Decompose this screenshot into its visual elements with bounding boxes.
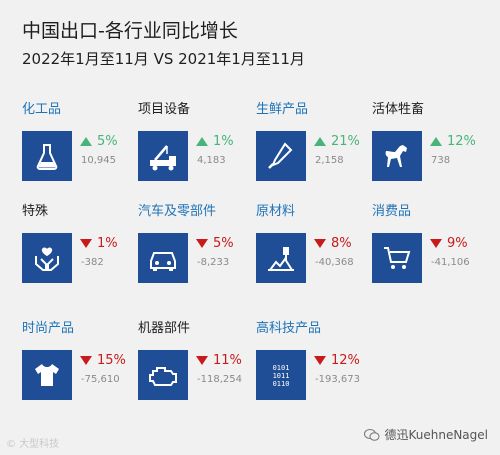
triangle-up-icon <box>430 136 442 146</box>
category-label: 原材料 <box>256 204 296 219</box>
category-icon-tile <box>256 233 306 283</box>
svg-text:0110: 0110 <box>273 380 290 388</box>
tshirt-icon <box>35 364 59 386</box>
change-percent: 12% <box>430 131 476 151</box>
category-label: 特殊 <box>22 204 49 219</box>
wechat-icon <box>364 428 380 441</box>
category-cell: 化工品 5% 10,945 <box>22 101 137 181</box>
change-absolute: -8,233 <box>197 257 230 268</box>
category-label: 时尚产品 <box>22 321 75 336</box>
category-label: 消费品 <box>372 204 412 219</box>
category-icon-tile <box>256 131 306 181</box>
triangle-down-icon <box>196 355 208 365</box>
triangle-down-icon <box>80 355 92 365</box>
change-percent-value: 1% <box>97 235 118 251</box>
category-cell: 机器部件 11% -118,254 <box>138 320 253 400</box>
triangle-up-icon <box>196 136 208 146</box>
category-cell: 汽车及零部件 5% -8,233 <box>138 203 253 283</box>
watermark-right-text: 德迅KuehneNagel <box>384 428 488 442</box>
engine-icon <box>149 367 177 386</box>
category-cell: 消费品 9% -41,106 <box>372 203 487 283</box>
category-cell: 活体牲畜 12% 738 <box>372 101 487 181</box>
change-absolute: -75,610 <box>81 374 120 385</box>
category-label: 项目设备 <box>138 102 191 117</box>
category-cell: 项目设备 1% 4,183 <box>138 101 253 181</box>
change-percent-value: 5% <box>213 235 234 251</box>
category-label: 高科技产品 <box>256 321 322 336</box>
change-percent-value: 9% <box>447 235 468 251</box>
triangle-up-icon <box>314 136 326 146</box>
triangle-down-icon <box>314 238 326 248</box>
change-percent: 11% <box>196 350 242 370</box>
change-percent: 5% <box>196 233 234 253</box>
category-label: 机器部件 <box>138 321 191 336</box>
watermark-left: © 大型科技 <box>6 439 60 450</box>
crane-truck-icon <box>150 145 176 171</box>
change-absolute: -382 <box>81 257 104 268</box>
category-icon-tile <box>138 233 188 283</box>
change-percent: 5% <box>80 131 118 151</box>
change-absolute: -40,368 <box>315 257 354 268</box>
category-label: 汽车及零部件 <box>138 204 217 219</box>
triangle-down-icon <box>430 238 442 248</box>
category-cell: 生鲜产品 21% 2,158 <box>256 101 371 181</box>
category-icon-tile <box>372 233 422 283</box>
change-absolute: 2,158 <box>315 155 344 166</box>
change-percent-value: 15% <box>97 352 126 368</box>
change-absolute: -193,673 <box>315 374 360 385</box>
change-percent: 1% <box>196 131 234 151</box>
change-absolute: -118,254 <box>197 374 242 385</box>
category-icon-tile <box>22 350 72 400</box>
change-percent: 15% <box>80 350 126 370</box>
change-percent-value: 8% <box>331 235 352 251</box>
change-absolute: 10,945 <box>81 155 116 166</box>
category-label: 活体牲畜 <box>372 102 425 117</box>
flask-icon <box>36 144 58 170</box>
watermark-right: 德迅KuehneNagel <box>364 426 488 443</box>
category-icon-tile <box>22 233 72 283</box>
raw-material-icon <box>268 247 294 271</box>
triangle-down-icon <box>314 355 326 365</box>
change-percent-value: 1% <box>213 133 234 149</box>
car-icon <box>150 252 176 271</box>
category-label: 生鲜产品 <box>256 102 309 117</box>
category-icon-tile: 0101 1011 0110 <box>256 350 306 400</box>
change-percent-value: 12% <box>447 133 476 149</box>
change-absolute: 4,183 <box>197 155 226 166</box>
thermometer-icon <box>268 142 293 169</box>
change-percent-value: 11% <box>213 352 242 368</box>
horse-icon <box>385 145 407 167</box>
change-absolute: 738 <box>431 155 451 166</box>
change-percent: 9% <box>430 233 470 253</box>
change-percent: 8% <box>314 233 354 253</box>
svg-text:0101: 0101 <box>273 364 290 372</box>
category-cell: 高科技产品 0101 1011 0110 12% -193,673 <box>256 320 371 400</box>
triangle-down-icon <box>196 238 208 248</box>
shopping-cart-icon <box>384 247 411 269</box>
category-icon-tile <box>372 131 422 181</box>
category-label: 化工品 <box>22 102 62 117</box>
change-percent: 12% <box>314 350 360 370</box>
change-percent: 1% <box>80 233 118 253</box>
triangle-down-icon <box>80 238 92 248</box>
change-percent-value: 21% <box>331 133 360 149</box>
category-cell: 时尚产品 15% -75,610 <box>22 320 137 400</box>
category-cell: 原材料 8% -40,368 <box>256 203 371 283</box>
triangle-up-icon <box>80 136 92 146</box>
change-absolute: -41,106 <box>431 257 470 268</box>
category-icon-tile <box>22 131 72 181</box>
category-cell: 特殊 1% -382 <box>22 203 137 283</box>
change-percent: 21% <box>314 131 360 151</box>
page-subtitle: 2022年1月至11月 VS 2021年1月至11月 <box>22 50 305 68</box>
category-icon-tile <box>138 350 188 400</box>
page-title: 中国出口-各行业同比增长 <box>22 20 238 42</box>
change-percent-value: 12% <box>331 352 360 368</box>
hands-care-icon <box>35 247 59 271</box>
svg-text:1011: 1011 <box>273 372 290 380</box>
change-percent-value: 5% <box>97 133 118 149</box>
category-icon-tile <box>138 131 188 181</box>
